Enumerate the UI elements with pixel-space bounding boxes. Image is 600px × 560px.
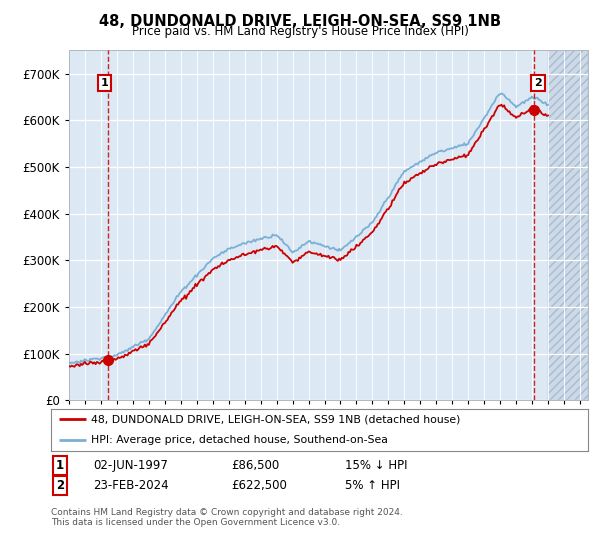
Text: Price paid vs. HM Land Registry's House Price Index (HPI): Price paid vs. HM Land Registry's House … — [131, 25, 469, 38]
Text: £622,500: £622,500 — [231, 479, 287, 492]
Text: 48, DUNDONALD DRIVE, LEIGH-ON-SEA, SS9 1NB: 48, DUNDONALD DRIVE, LEIGH-ON-SEA, SS9 1… — [99, 14, 501, 29]
Text: £86,500: £86,500 — [231, 459, 279, 473]
Text: 2: 2 — [534, 78, 542, 88]
Text: 1: 1 — [56, 459, 64, 473]
Text: 23-FEB-2024: 23-FEB-2024 — [93, 479, 169, 492]
Text: 5% ↑ HPI: 5% ↑ HPI — [345, 479, 400, 492]
Text: 15% ↓ HPI: 15% ↓ HPI — [345, 459, 407, 473]
Text: 1: 1 — [100, 78, 108, 88]
Text: Contains HM Land Registry data © Crown copyright and database right 2024.
This d: Contains HM Land Registry data © Crown c… — [51, 508, 403, 528]
Text: 02-JUN-1997: 02-JUN-1997 — [93, 459, 168, 473]
Text: 48, DUNDONALD DRIVE, LEIGH-ON-SEA, SS9 1NB (detached house): 48, DUNDONALD DRIVE, LEIGH-ON-SEA, SS9 1… — [91, 414, 461, 424]
Text: 2: 2 — [56, 479, 64, 492]
Text: HPI: Average price, detached house, Southend-on-Sea: HPI: Average price, detached house, Sout… — [91, 435, 388, 445]
